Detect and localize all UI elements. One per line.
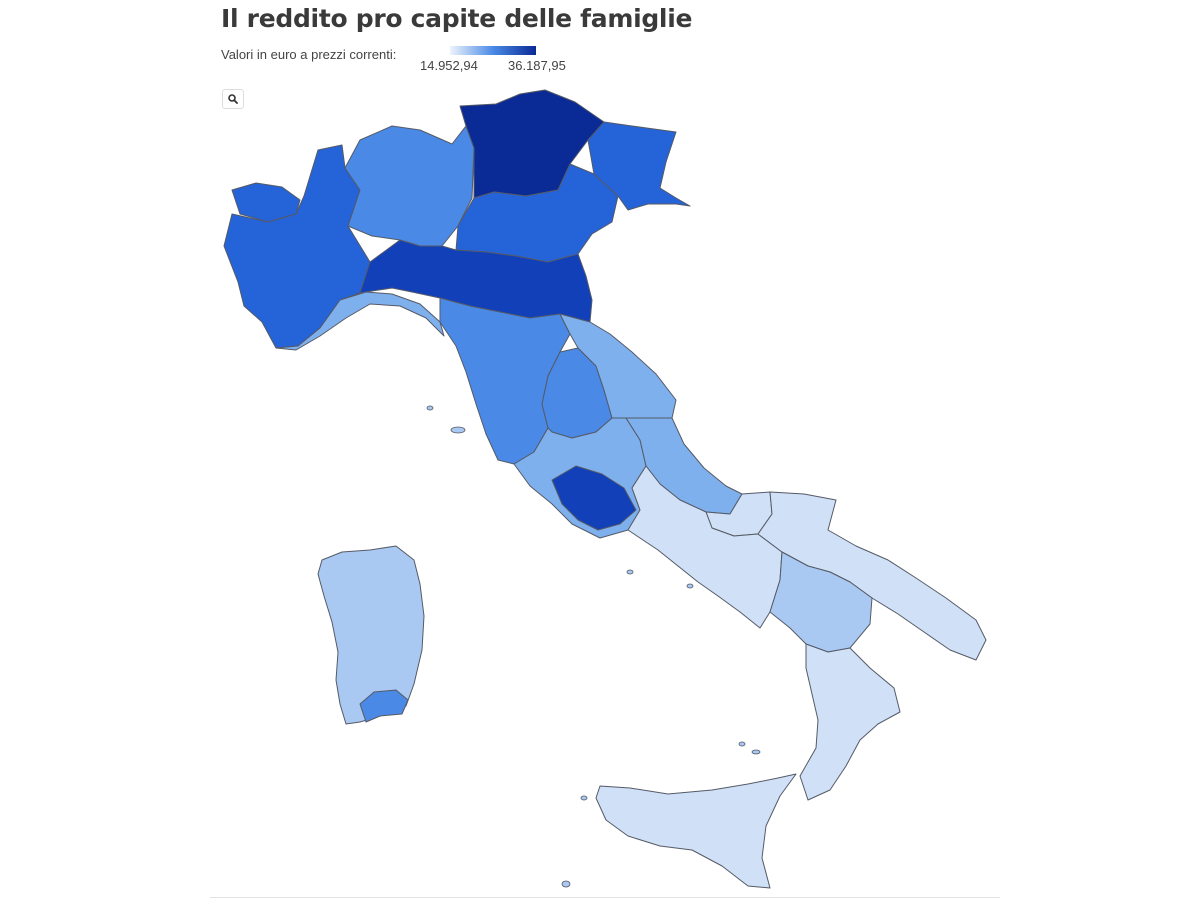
region-valle-daosta[interactable]	[231, 182, 301, 223]
region-piemonte[interactable]	[223, 144, 371, 349]
region-cagliari[interactable]	[359, 689, 409, 723]
color-legend: 14.952,94 36.187,95	[420, 46, 570, 76]
region-roma[interactable]	[551, 465, 637, 531]
search-icon	[228, 94, 238, 104]
region-liguria[interactable]	[275, 291, 445, 351]
map-title: Il reddito pro capite delle famiglie	[221, 4, 693, 33]
island-egadi	[580, 795, 588, 801]
zoom-button[interactable]	[222, 89, 244, 109]
island-capri	[686, 583, 694, 589]
region-emilia-romagna[interactable]	[359, 239, 593, 323]
island-ischia	[626, 569, 634, 575]
legend-max-label: 36.187,95	[508, 58, 566, 73]
region-calabria[interactable]	[799, 643, 901, 801]
legend-gradient-bar	[450, 46, 536, 55]
island-pantelleria	[561, 880, 571, 888]
legend-min-label: 14.952,94	[420, 58, 478, 73]
region-lombardia[interactable]	[344, 125, 475, 247]
island-lipari	[738, 741, 746, 747]
region-sicilia[interactable]	[595, 773, 797, 889]
map-subtitle: Valori in euro a prezzi correnti:	[221, 47, 397, 62]
island-elba	[450, 426, 466, 434]
island-capraia	[426, 405, 434, 411]
map-baseline	[210, 897, 1000, 898]
region-friuli-venezia-giulia[interactable]	[587, 121, 691, 211]
island-stromboli	[751, 749, 761, 755]
